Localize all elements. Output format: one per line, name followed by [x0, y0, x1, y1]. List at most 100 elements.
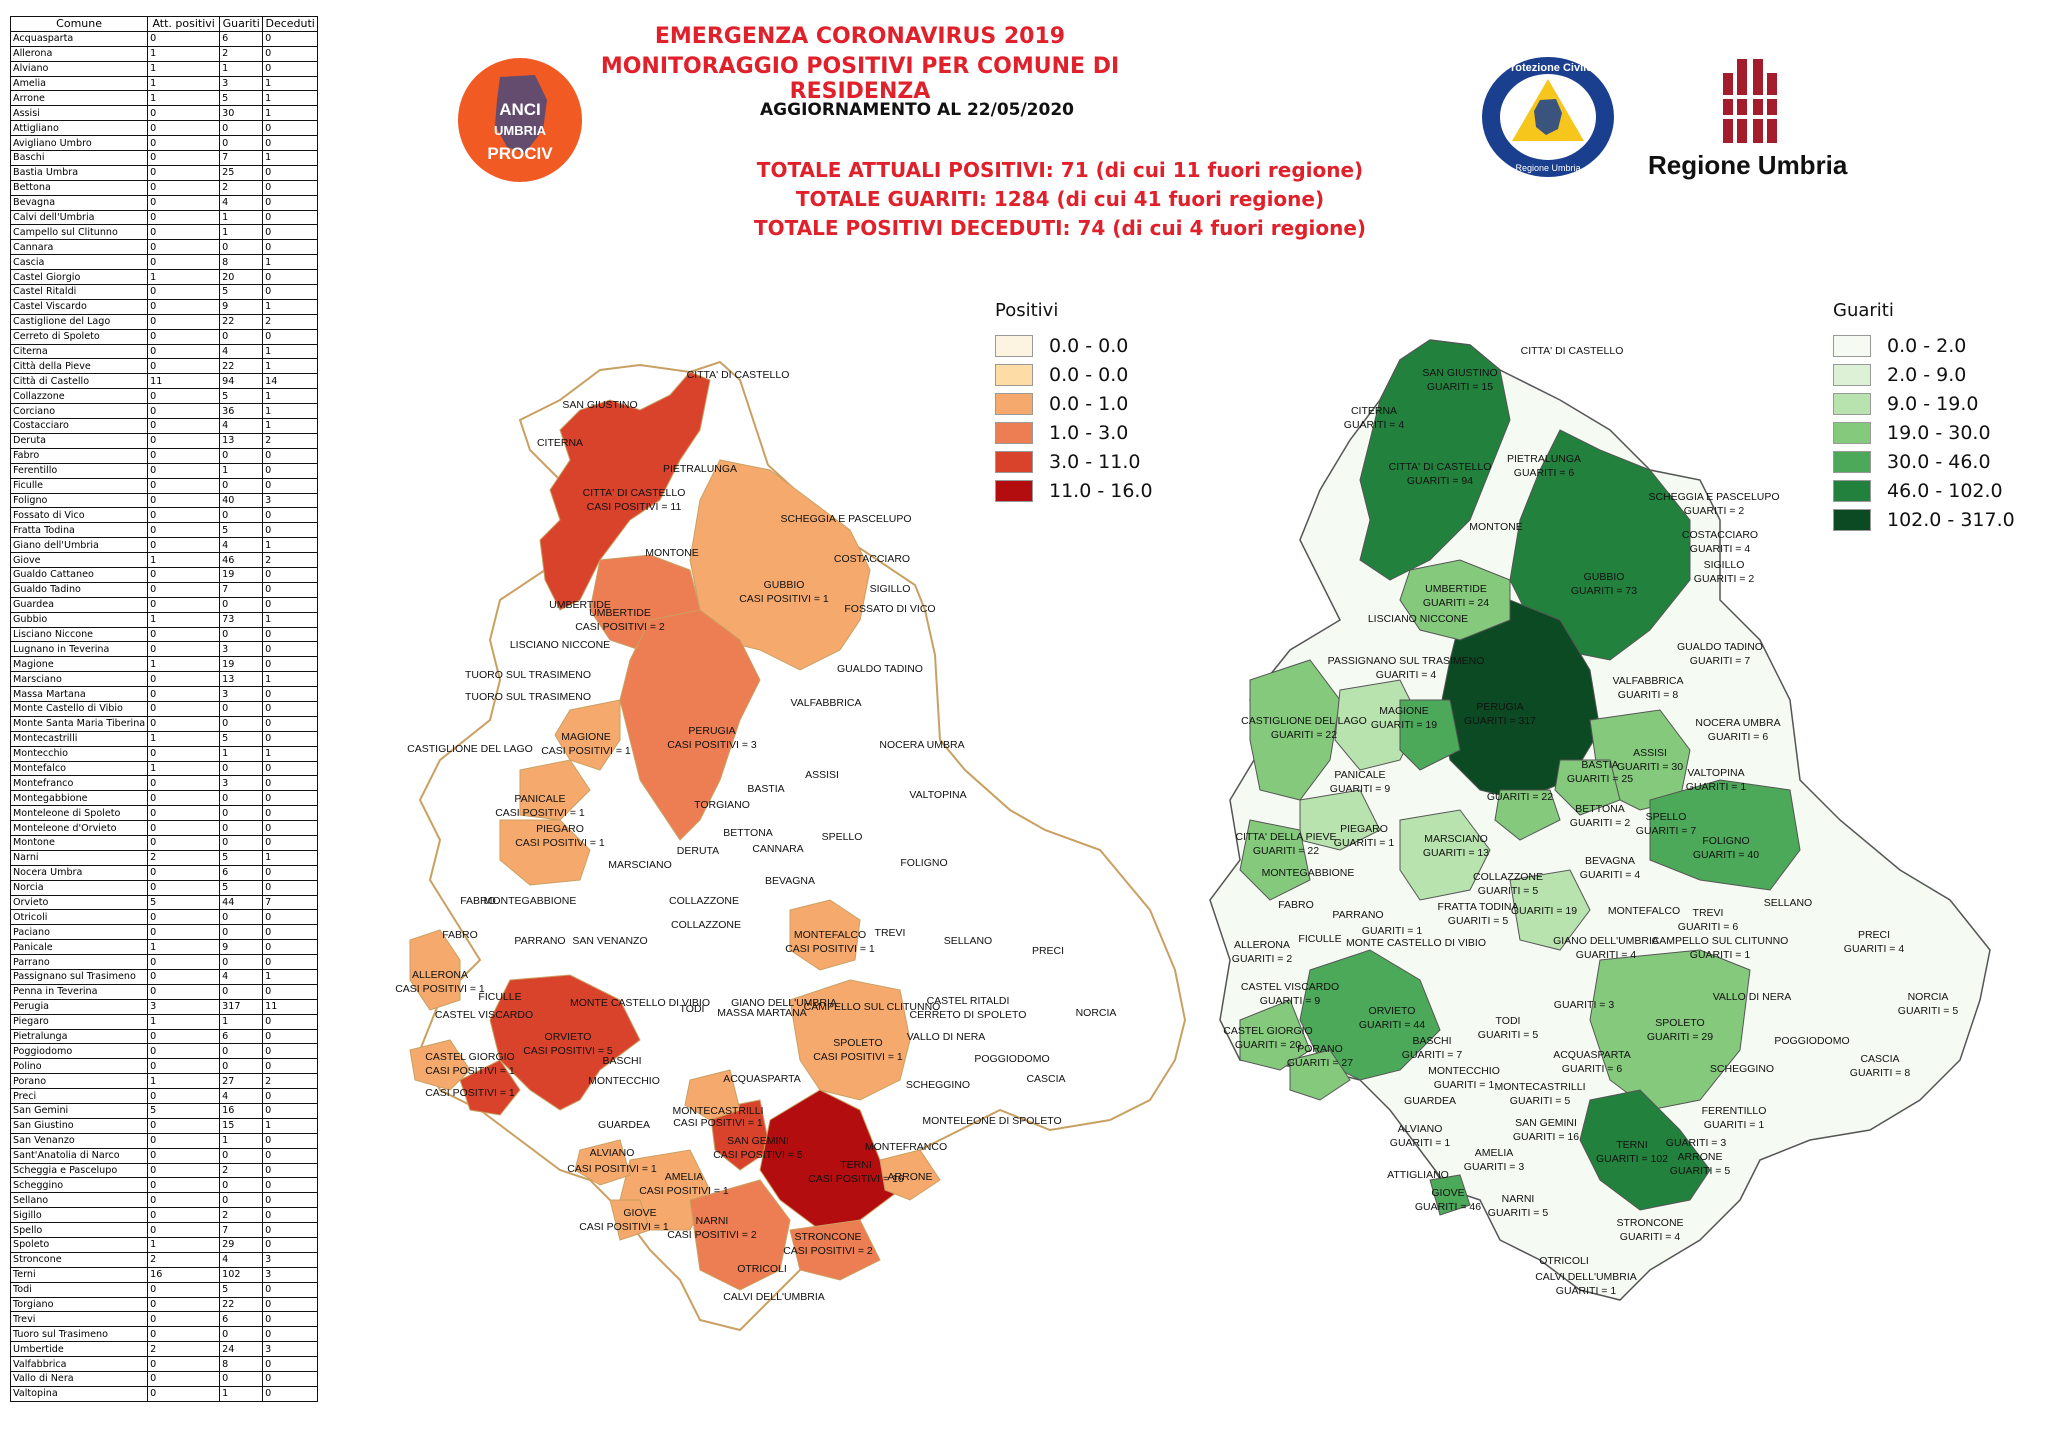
- comune-label-positivi: CASI POSITIVI = 1: [425, 1065, 515, 1077]
- table-row: Arrone 1 5 1: [9, 90, 319, 107]
- region-terni-positivi: [759, 1089, 901, 1231]
- legend-row: 0.0 - 1.0: [995, 389, 1153, 418]
- comune-label-positivi: TREVI: [875, 927, 906, 939]
- legend-label: 0.0 - 2.0: [1887, 334, 1967, 357]
- comune-label-guariti: AMELIA: [1475, 1147, 1514, 1159]
- table-row: Montegabbione 0 0 0: [9, 790, 319, 807]
- legend-guariti-title: Guariti: [1833, 300, 1894, 321]
- comune-label-guariti: CASTEL VISCARDO: [1241, 981, 1339, 993]
- comune-label-positivi: ARRONE: [888, 1171, 933, 1183]
- comune-label-positivi: GIOVE: [623, 1207, 656, 1219]
- legend-label: 0.0 - 0.0: [1049, 334, 1129, 357]
- comune-label-positivi: TERNI: [840, 1159, 872, 1171]
- comune-label-guariti: MONTE CASTELLO DI VIBIO: [1346, 937, 1486, 949]
- comune-label-positivi: CASTEL GIORGIO: [425, 1051, 514, 1063]
- region-umbertide-guariti: [1399, 559, 1511, 641]
- comune-label-guariti: UMBERTIDE: [1425, 583, 1487, 595]
- comune-label-positivi: CASI POSITIVI = 3: [667, 739, 757, 751]
- comune-label-positivi: FOLIGNO: [900, 857, 947, 869]
- comune-label-guariti: NORCIA: [1908, 991, 1949, 1003]
- comune-label-guariti: MARSCIANO: [1424, 833, 1488, 845]
- comune-label-positivi: GIANO DELL'UMBRIA: [731, 997, 837, 1009]
- table-row: Nocera Umbra 0 6 0: [9, 864, 319, 881]
- comune-label-positivi: UMBERTIDE: [589, 607, 651, 619]
- comune-label-positivi: CASI POSITIVI = 1: [495, 807, 585, 819]
- comune-label-guariti: GUARITI = 2: [1684, 505, 1745, 517]
- cell-deceduti: 0: [262, 864, 319, 881]
- comune-label-guariti: CITERNA: [1351, 405, 1397, 417]
- region-gualdo-cattaneo-guariti: [1509, 869, 1591, 951]
- comune-label-guariti: VALTOPINA: [1687, 767, 1744, 779]
- comune-label-guariti: BASCHI: [1412, 1035, 1451, 1047]
- region-citta-di-castello-positivi: [539, 371, 711, 611]
- comune-label-guariti: SCHEGGINO: [1710, 1063, 1774, 1075]
- legend-label: 0.0 - 0.0: [1049, 363, 1129, 386]
- umbria-text: UMBRIA: [494, 123, 547, 138]
- legend-row: 46.0 - 102.0: [1833, 476, 2015, 505]
- comune-label-guariti: SAN GIUSTINO: [1422, 367, 1497, 379]
- region-magione-positivi: [554, 699, 621, 771]
- table-row: Sigillo 0 2 0: [9, 1207, 319, 1224]
- table-row: Vallo di Nera 0 0 0: [9, 1371, 319, 1387]
- comune-label-guariti: TERNI: [1616, 1139, 1648, 1151]
- comune-label-guariti: GIOVE: [1431, 1187, 1464, 1199]
- comune-label-positivi: SAN GIUSTINO: [562, 399, 637, 411]
- region-marsciano-guariti: [1399, 809, 1491, 901]
- cell-comune: Valtopina: [9, 1385, 149, 1402]
- comune-label-guariti: VALLO DI NERA: [1713, 991, 1792, 1003]
- comune-label-positivi: CASI POSITIVI = 1: [395, 983, 485, 995]
- comune-label-positivi: VALTOPINA: [909, 789, 966, 801]
- region-porano-positivi: [459, 1059, 521, 1116]
- comune-label-guariti: CITTA' DELLA PIEVE: [1235, 831, 1336, 843]
- table-row: Parrano 0 0 0: [9, 954, 319, 970]
- legend-row: 9.0 - 19.0: [1833, 389, 2015, 418]
- comune-label-positivi: SIGILLO: [870, 583, 911, 595]
- table-row: Panicale 1 9 0: [9, 939, 319, 956]
- comune-label-guariti: BASTIA: [1581, 759, 1618, 771]
- legend-label: 19.0 - 30.0: [1887, 421, 1991, 444]
- comune-label-guariti: ACQUASPARTA: [1553, 1049, 1631, 1061]
- comune-label-positivi: TUORO SUL TRASIMENO: [465, 669, 591, 681]
- comune-label-positivi: ASSISI: [805, 769, 839, 781]
- comune-label-positivi: MONTEGABBIONE: [484, 895, 577, 907]
- comune-label-positivi: FICULLE: [478, 991, 521, 1003]
- comune-label-positivi: CASI POSITIVI = 1: [579, 1221, 669, 1233]
- comune-label-guariti: GUARITI = 24: [1423, 597, 1489, 609]
- table-row: Ferentillo 0 1 0: [9, 462, 319, 479]
- comune-label-guariti: TREVI: [1693, 907, 1724, 919]
- comune-label-positivi: VALFABBRICA: [791, 697, 862, 709]
- comune-label-positivi: NOCERA UMBRA: [879, 739, 964, 751]
- comune-label-guariti: GUARITI = 19: [1371, 719, 1437, 731]
- comune-label-guariti: PIETRALUNGA: [1507, 453, 1581, 465]
- table-row: Bastia Umbra 0 25 0: [9, 164, 319, 181]
- comune-label-guariti: GUARITI = 4: [1844, 943, 1905, 955]
- table-row: Marsciano 0 13 1: [9, 671, 319, 688]
- comune-label-positivi: CASI POSITIVI = 1: [673, 1117, 763, 1129]
- comune-label-guariti: GUARITI = 44: [1359, 1019, 1425, 1031]
- comune-label-guariti: GUBBIO: [1584, 571, 1625, 583]
- comune-label-guariti: GUARITI = 5: [1898, 1005, 1959, 1017]
- legend-swatch: [995, 334, 1033, 357]
- legend-swatch: [1833, 479, 1871, 502]
- comune-label-guariti: GUARITI = 6: [1678, 921, 1739, 933]
- legend-label: 3.0 - 11.0: [1049, 450, 1141, 473]
- comune-label-guariti: GUARITI = 3: [1464, 1161, 1525, 1173]
- comune-label-positivi: CERRETO DI SPOLETO: [910, 1009, 1027, 1021]
- comune-label-positivi: FABRO: [460, 895, 496, 907]
- legend-swatch: [1833, 363, 1871, 386]
- comune-label-positivi: BETTONA: [723, 827, 772, 839]
- comune-label-positivi: CASI POSITIVI = 1: [425, 1087, 515, 1099]
- legend-row: 0.0 - 0.0: [995, 331, 1153, 360]
- table-row: Todi 0 5 0: [9, 1281, 319, 1298]
- legend-swatch: [1833, 334, 1871, 357]
- title-line-2: MONITORAGGIO POSITIVI PER COMUNE DI RESI…: [600, 54, 1120, 104]
- comune-label-guariti: GUARITI = 73: [1571, 585, 1637, 597]
- table-row: Tuoro sul Trasimeno 0 0 0: [9, 1326, 319, 1343]
- comune-label-guariti: GUARITI = 7: [1690, 655, 1751, 667]
- legend-row: 2.0 - 9.0: [1833, 360, 2015, 389]
- comune-label-positivi: MONTECCHIO: [588, 1075, 660, 1087]
- comune-label-guariti: GUARITI = 20: [1235, 1039, 1301, 1051]
- comune-label-positivi: PRECI: [1032, 945, 1064, 957]
- table-row: Lisciano Niccone 0 0 0: [9, 626, 319, 643]
- comune-label-positivi: LISCIANO NICCONE: [510, 639, 610, 651]
